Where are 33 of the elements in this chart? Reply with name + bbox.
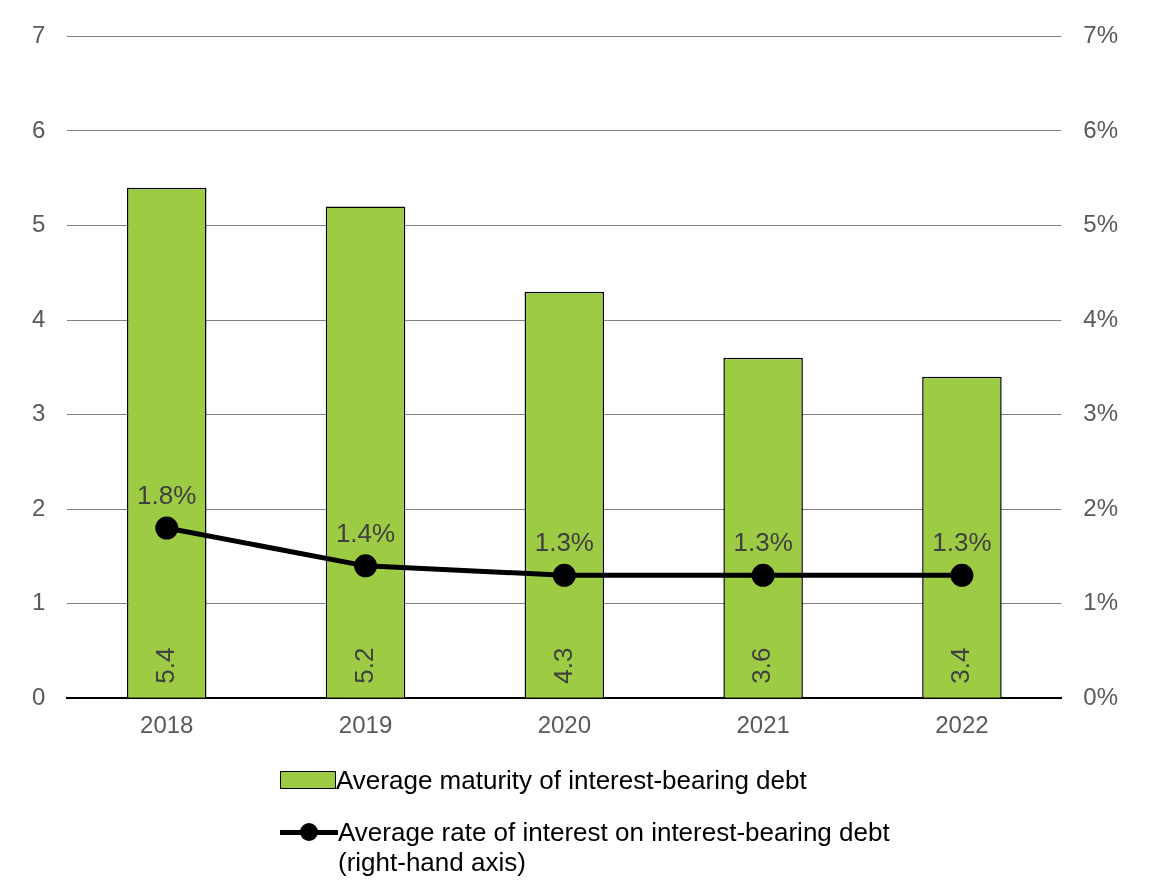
y2-tick-label: 5% xyxy=(1083,210,1118,238)
y2-tick-label: 7% xyxy=(1083,21,1118,49)
y-tick-label: 5 xyxy=(31,210,46,238)
y-tick-label: 4 xyxy=(31,304,46,332)
data-label: 5.2 xyxy=(348,647,379,684)
data-label: 3.4 xyxy=(945,647,976,684)
data-label: 1.3% xyxy=(534,527,594,558)
y2-tick-label: 6% xyxy=(1083,115,1118,143)
y2-tick-label: 4% xyxy=(1083,304,1118,332)
y2-tick-label: 0% xyxy=(1083,682,1118,710)
x-tick-label: 2019 xyxy=(338,711,393,739)
y-tick-label: 1 xyxy=(31,588,46,616)
data-label: 1.8% xyxy=(137,480,197,511)
data-label: 4.3 xyxy=(547,647,578,684)
x-tick-label: 2021 xyxy=(736,711,790,739)
y-tick-label: 6 xyxy=(31,115,46,143)
x-tick-label: 2020 xyxy=(537,711,592,739)
y-tick-label: 3 xyxy=(31,399,46,427)
y2-tick-label: 3% xyxy=(1083,399,1118,427)
y-tick-label: 2 xyxy=(31,493,46,521)
data-label: 1.4% xyxy=(335,518,396,549)
y-tick-label: 0 xyxy=(31,682,46,710)
y2-tick-label: 2% xyxy=(1083,493,1118,521)
legend-label: Average maturity of interest-bearing debt xyxy=(336,765,807,795)
x-tick-label: 2022 xyxy=(935,711,989,739)
data-label: 1.3% xyxy=(932,527,992,558)
data-label: 1.3% xyxy=(733,527,793,558)
data-label: 3.6 xyxy=(746,647,777,684)
data-label: 5.4 xyxy=(149,647,180,684)
y2-tick-label: 1% xyxy=(1083,588,1118,616)
y-tick-label: 7 xyxy=(31,21,46,49)
x-tick-label: 2018 xyxy=(140,711,194,739)
legend-label: Average rate of interest on interest-bearing debt (right-hand axis) xyxy=(338,817,891,877)
